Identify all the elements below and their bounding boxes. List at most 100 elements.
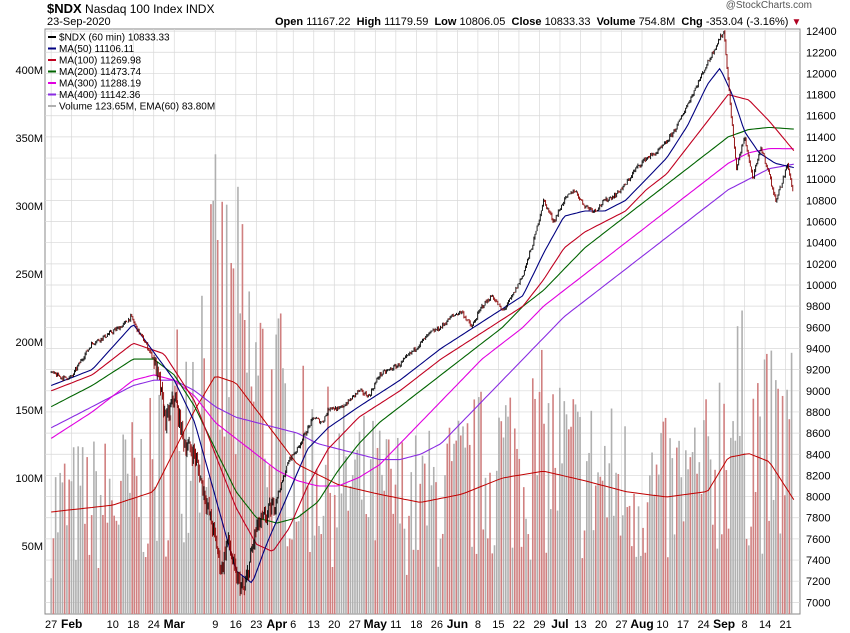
volume-bar (176, 329, 178, 614)
ohlc-readout: Open 11167.22 High 11179.59 Low 10806.05… (275, 16, 802, 28)
volume-bar (66, 525, 68, 614)
volume-bar (597, 472, 599, 614)
x-tick-label: 11 (390, 619, 401, 631)
volume-bar (277, 318, 280, 614)
volume-tick-label: 250M (15, 269, 43, 281)
volume-bar (468, 444, 471, 614)
exchange: INDX (185, 2, 215, 16)
volume-bar (644, 552, 647, 614)
x-tick-label: Feb (61, 617, 82, 631)
volume-bar (131, 422, 133, 614)
volume-bar (739, 435, 741, 614)
volume-bar (286, 546, 289, 614)
volume-bar (331, 566, 334, 614)
volume-bar (721, 534, 723, 614)
volume-bar (201, 295, 203, 614)
volume-bar (576, 411, 579, 614)
ma200-line (50, 126, 794, 524)
volume-bar (129, 492, 131, 614)
volume-bar (572, 399, 575, 614)
y-tick-label: 10600 (806, 217, 837, 229)
volume-tick-label: 300M (15, 201, 43, 213)
volume-bar (153, 486, 156, 614)
volume-bar (491, 553, 494, 614)
volume-bar (723, 403, 725, 614)
volume-tick-label: 200M (15, 337, 43, 349)
volume-bar (396, 437, 399, 614)
volume-bar (450, 461, 453, 614)
volume-bar (531, 378, 534, 614)
volume-bar (513, 428, 516, 614)
index-name: Nasdaq 100 Index (85, 2, 183, 16)
volume-bar (88, 554, 91, 614)
x-tick-label: 24 (697, 619, 709, 631)
x-tick-label: 8 (742, 619, 748, 631)
volume-tick-label: 150M (15, 405, 43, 417)
volume-bar (685, 450, 687, 614)
volume-bar (504, 405, 507, 614)
volume-bar (779, 533, 782, 614)
volume-bar (698, 462, 701, 614)
volume-bar (732, 421, 734, 614)
volume-bar (126, 473, 129, 614)
volume-bar (221, 201, 223, 614)
volume-bar (372, 420, 374, 614)
volume-bar (77, 446, 79, 614)
y-tick-label: 11400 (806, 132, 836, 144)
y-tick-label: 9400 (806, 343, 830, 355)
volume-bar (448, 427, 451, 614)
volume-bar (405, 574, 408, 614)
volume-bar (441, 533, 444, 614)
volume-bar (646, 502, 649, 614)
volume-bar (759, 416, 761, 614)
volume-bar (615, 472, 617, 614)
y-tick-label: 7400 (806, 555, 830, 567)
volume-bar (414, 435, 417, 614)
volume-bar (117, 524, 120, 614)
volume-bar (637, 506, 640, 614)
volume-bar (259, 322, 262, 614)
y-tick-label: 7600 (806, 534, 830, 546)
volume-bar (435, 482, 437, 614)
volume-bar (90, 515, 93, 614)
x-tick-label: 26 (431, 619, 443, 631)
volume-bar (588, 452, 590, 614)
volume-bar (788, 419, 791, 614)
volume-bar (207, 477, 210, 614)
volume-bar (194, 449, 196, 614)
volume-bar (54, 477, 57, 614)
volume-bar (459, 435, 462, 614)
volume-bar (167, 540, 169, 614)
volume-bar (304, 430, 307, 614)
volume-bar (498, 417, 500, 614)
volume-bar (284, 383, 287, 614)
volume-bar (169, 415, 172, 614)
volume-bar (351, 475, 354, 614)
volume-bar (113, 515, 115, 614)
y-tick-label: 7000 (806, 597, 830, 609)
volume-bar (210, 204, 212, 614)
volume-bar (462, 426, 464, 614)
volume-bar (378, 430, 381, 614)
volume-bar (457, 420, 460, 614)
volume-bar (232, 268, 235, 614)
volume-bar (275, 334, 278, 614)
y-tick-label: 7200 (806, 576, 830, 588)
x-tick-label: May (364, 617, 388, 631)
y-tick-label: 12000 (806, 68, 837, 80)
x-tick-label: 29 (533, 619, 545, 631)
volume-bar (297, 521, 300, 614)
volume-bar (601, 480, 604, 614)
volume-bar (664, 417, 667, 614)
volume-bar (552, 394, 554, 614)
volume-bar (545, 552, 548, 614)
volume-bar (691, 452, 694, 614)
volume-bar (471, 546, 473, 614)
volume-bar (273, 526, 275, 614)
volume-bar (268, 465, 271, 614)
x-tick-label: 8 (475, 619, 481, 631)
x-tick-label: Jul (551, 617, 568, 631)
volume-bar (534, 398, 536, 614)
volume-bar (570, 426, 572, 614)
volume-bar (108, 478, 111, 614)
